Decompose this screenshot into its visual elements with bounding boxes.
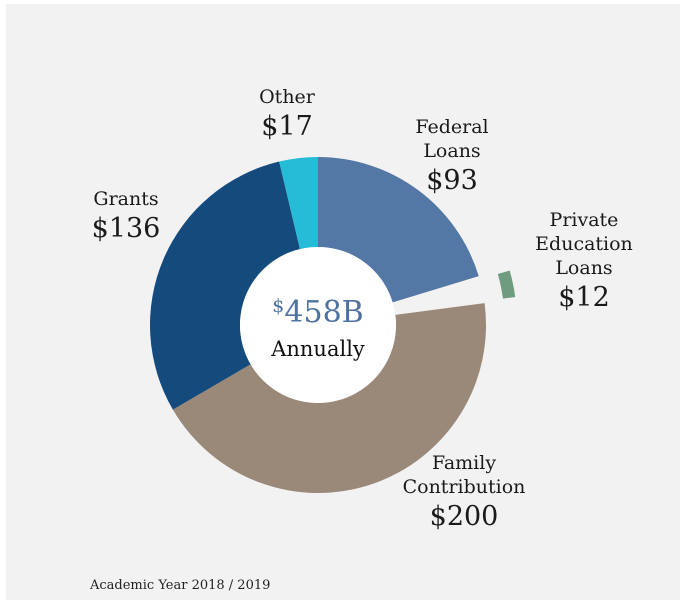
slice-federal-loans xyxy=(318,157,479,303)
donut-slices xyxy=(149,157,516,493)
label-line-other-0: Other xyxy=(259,86,316,108)
label-line-federal-loans-0: Federal xyxy=(415,116,488,138)
label-grants: Grants $136 xyxy=(92,188,161,244)
label-line-federal-loans-1: Loans xyxy=(423,140,480,162)
slice-private-education-loans xyxy=(497,270,516,299)
label-line-grants-0: Grants xyxy=(93,188,158,210)
label-line-private-education-loans-1: Education xyxy=(535,233,633,255)
donut-hole xyxy=(240,247,396,403)
label-federal-loans: Federal Loans $93 xyxy=(415,116,488,196)
center-total-prefix: $ xyxy=(272,295,284,317)
center-total: $458B xyxy=(272,295,363,330)
label-line-family-contribution-1: Contribution xyxy=(403,476,526,498)
value-private-education-loans: $12 xyxy=(558,282,610,313)
label-other: Other $17 xyxy=(259,86,316,142)
footer-note: Academic Year 2018 / 2019 xyxy=(90,578,271,593)
value-other: $17 xyxy=(261,111,313,142)
value-family-contribution: $200 xyxy=(430,501,499,532)
label-line-private-education-loans-0: Private xyxy=(550,209,619,231)
slice-other xyxy=(279,157,318,250)
label-family-contribution: Family Contribution $200 xyxy=(403,452,526,532)
slice-grants xyxy=(149,161,300,410)
label-private-education-loans: Private Education Loans $12 xyxy=(535,209,633,313)
value-federal-loans: $93 xyxy=(426,165,478,196)
label-line-family-contribution-0: Family xyxy=(432,452,496,474)
center-total-value: 458B xyxy=(284,295,363,330)
value-grants: $136 xyxy=(92,213,161,244)
center-label: Annually xyxy=(270,337,365,361)
slice-family-contribution xyxy=(172,303,486,493)
label-line-private-education-loans-2: Loans xyxy=(555,257,612,279)
